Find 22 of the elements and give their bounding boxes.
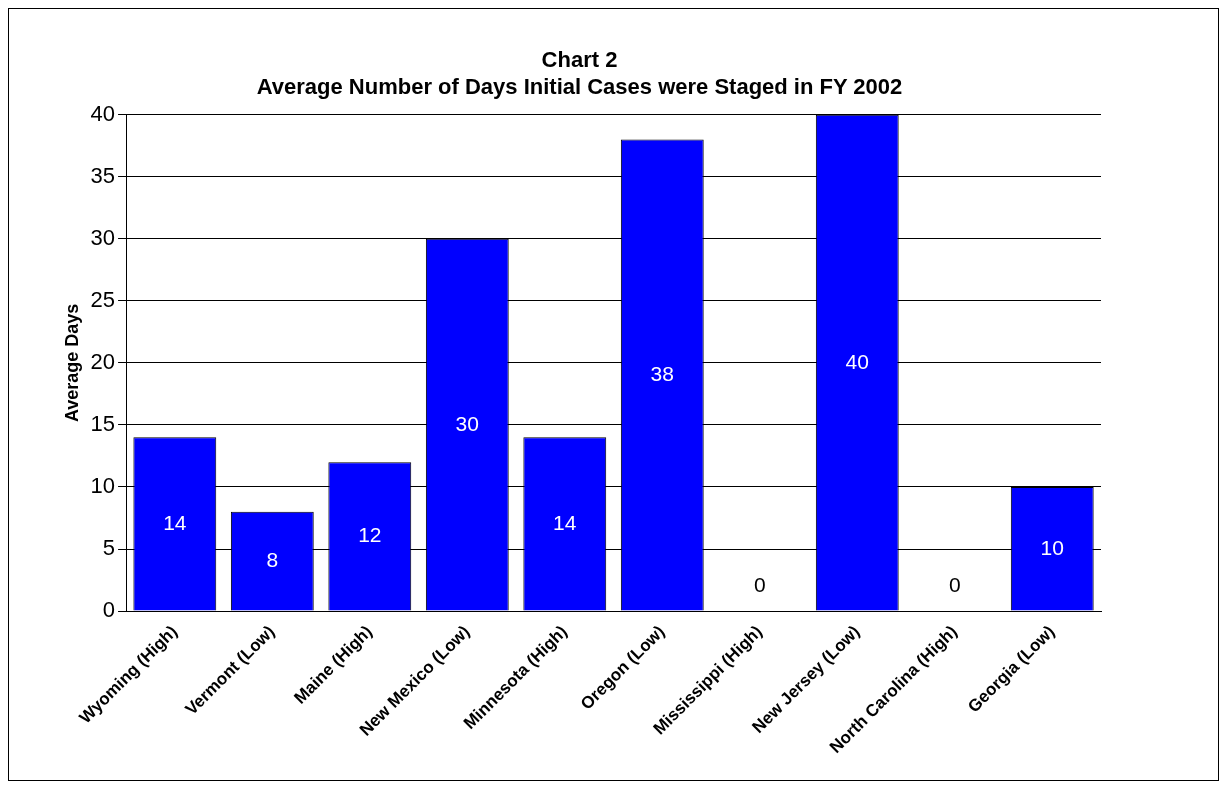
data-label: 0	[753, 572, 766, 596]
y-tick-label: 15	[90, 411, 116, 437]
y-tick-label: 30	[90, 224, 116, 250]
y-tick-label: 40	[90, 100, 116, 126]
y-tick-label: 0	[102, 597, 116, 623]
text: Average Number of Days Initial Cases were Staged in FY 2002	[256, 73, 903, 99]
y-tick-label: 35	[90, 162, 116, 188]
data-label: 12	[358, 523, 382, 547]
y-tick-label: 5	[102, 535, 116, 561]
y-tick-label: 25	[90, 286, 116, 312]
data-label: 0	[948, 572, 961, 596]
data-label: 40	[845, 349, 869, 373]
data-label: 8	[266, 548, 279, 572]
y-tick-label: 20	[90, 348, 116, 374]
data-label: 10	[1040, 535, 1064, 559]
data-label: 30	[455, 411, 479, 435]
data-label: 14	[163, 511, 187, 534]
data-label: 38	[650, 362, 674, 386]
data-label: 14	[553, 511, 577, 534]
y-axis-title: Average Days	[61, 303, 82, 423]
text: Chart 2	[541, 47, 618, 73]
y-tick-label: 10	[90, 473, 116, 499]
